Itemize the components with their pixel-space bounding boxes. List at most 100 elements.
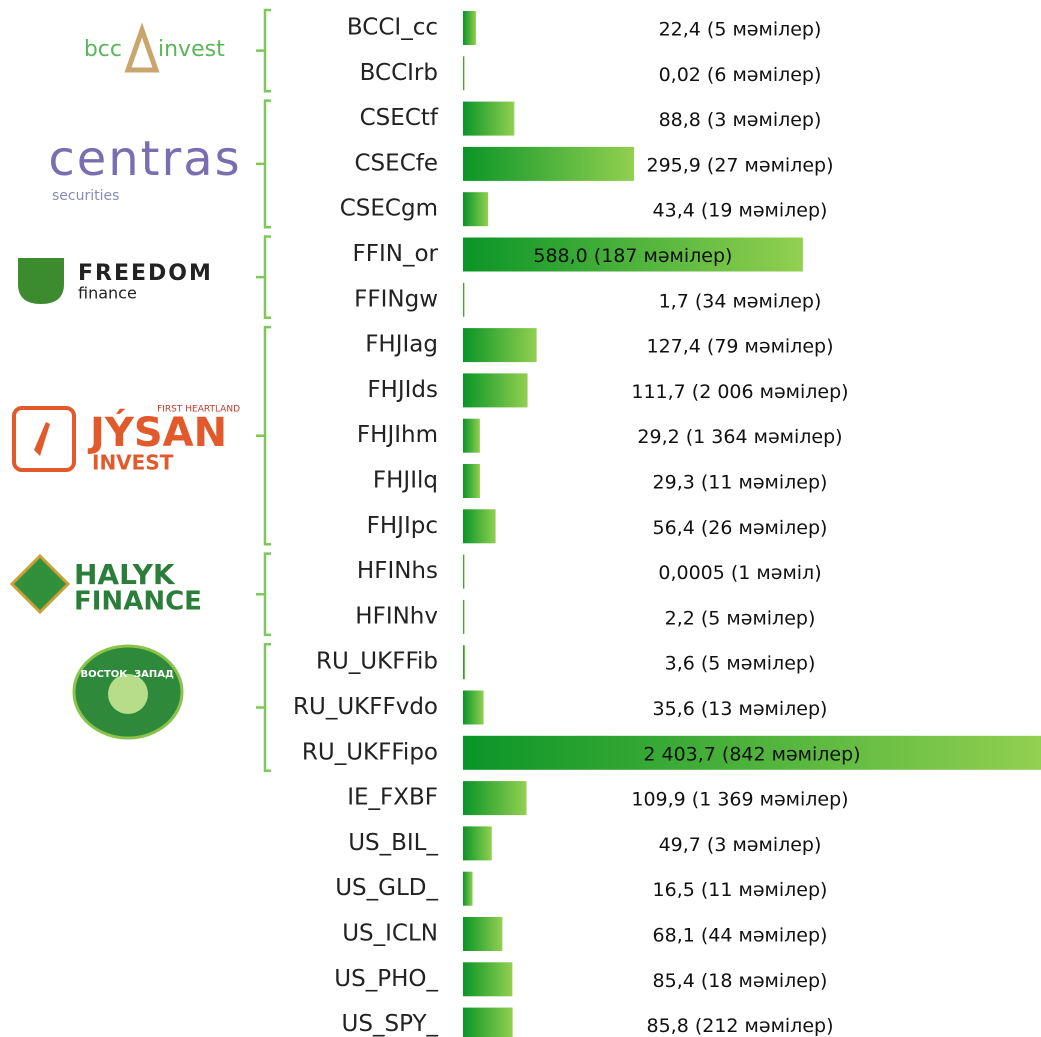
category-label: US_ICLN — [342, 921, 438, 947]
value-label: 111,7 (2 006 мәмілер) — [631, 381, 848, 403]
bar — [463, 101, 515, 136]
logo-text: ЗАПАД — [134, 669, 174, 680]
category-label: CSECfe — [355, 150, 439, 176]
bar — [463, 464, 480, 498]
logo-halyk: HALYK FINANCE — [9, 553, 202, 617]
bar — [463, 826, 492, 861]
logo-bcc: bcc invest — [84, 22, 225, 73]
bar — [463, 690, 484, 725]
category-label: RU_UKFFipo — [302, 739, 438, 765]
bar — [463, 871, 473, 906]
bar — [463, 554, 465, 589]
bar — [463, 11, 476, 45]
value-label: 29,3 (11 мәмілер) — [653, 472, 828, 494]
value-label: 588,0 (187 мәмілер) — [533, 245, 732, 267]
value-label: 2,2 (5 мәмілер) — [665, 607, 816, 629]
bar — [463, 418, 480, 453]
group-bracket — [256, 235, 271, 320]
category-label: HFINhs — [357, 558, 438, 584]
logo-vostok: ВОСТОК ЗАПАД — [72, 644, 184, 740]
bar — [463, 645, 466, 680]
category-label: US_PHO_ — [334, 966, 438, 992]
value-label: 49,7 (3 мәмілер) — [659, 834, 822, 856]
category-label: US_BIL_ — [348, 830, 438, 856]
group-bracket — [256, 552, 271, 637]
logo-shape — [124, 22, 160, 73]
logo-text: invest — [158, 37, 225, 62]
category-label: FHJIag — [365, 332, 438, 358]
logo-text: ВОСТОК — [81, 669, 129, 680]
category-label: IE_FXBF — [347, 785, 438, 811]
bar — [463, 282, 465, 317]
value-label: 56,4 (26 мәмілер) — [653, 517, 828, 539]
logo-shape — [18, 258, 64, 304]
bar — [463, 509, 496, 544]
category-label: BCCIrb — [360, 60, 438, 86]
logo-shape — [108, 674, 148, 714]
value-label: 1,7 (34 мәмілер) — [659, 290, 822, 312]
logo-text: finance — [78, 284, 137, 303]
bar — [463, 56, 465, 91]
bar — [463, 781, 527, 816]
logo-text: FREEDOM — [78, 261, 213, 286]
category-label: US_GLD_ — [335, 875, 438, 901]
category-label: HFINhv — [355, 603, 438, 629]
logo-text: centras — [48, 131, 241, 187]
bar — [463, 917, 503, 951]
category-label: FHJIlq — [373, 468, 438, 494]
value-label: 68,1 (44 мәмілер) — [653, 925, 828, 947]
bar — [463, 373, 528, 408]
logo-shape — [12, 406, 76, 472]
value-label: 85,8 (212 мәмілер) — [646, 1015, 833, 1037]
category-label: BCCI_cc — [347, 15, 438, 41]
value-label: 88,8 (3 мәмілер) — [659, 109, 822, 131]
category-label: CSECtf — [360, 105, 439, 131]
bar — [463, 237, 803, 272]
category-label: FFINgw — [354, 286, 438, 312]
category-label: RU_UKFFvdo — [293, 694, 438, 720]
logo-text: FIRST HEARTLAND — [157, 405, 240, 415]
value-label: 29,2 (1 364 мәмілер) — [637, 426, 842, 448]
category-label: FHJIds — [367, 377, 438, 403]
value-label: 295,9 (27 мәмілер) — [646, 154, 833, 176]
value-label: 35,6 (13 мәмілер) — [653, 698, 828, 720]
logo-text: bcc — [84, 37, 122, 62]
value-label: 85,4 (18 мәмілер) — [653, 970, 828, 992]
value-label: 109,9 (1 369 мәмілер) — [631, 789, 848, 811]
value-label: 3,6 (5 мәмілер) — [665, 653, 816, 675]
bar — [463, 599, 465, 634]
category-label: FHJIpc — [367, 513, 438, 539]
value-label: 16,5 (11 мәмілер) — [653, 879, 828, 901]
logo-text: JÝSAN — [87, 407, 227, 456]
bar — [463, 1007, 513, 1037]
category-label: FFIN_or — [353, 241, 439, 267]
category-label: FHJIhm — [357, 422, 438, 448]
logo-freedom: FREEDOM finance — [18, 258, 213, 304]
category-label: CSECgm — [340, 196, 438, 222]
group-bracket — [256, 325, 271, 546]
logo-text: HALYK — [74, 558, 176, 591]
category-label: RU_UKFFib — [316, 649, 438, 675]
logo-centras: centras securities — [48, 131, 241, 204]
bar — [463, 192, 489, 227]
category-label: US_SPY_ — [342, 1011, 439, 1037]
group-bracket — [256, 8, 271, 93]
logo-shape — [9, 553, 71, 615]
value-label: 2 403,7 (842 мәмілер) — [643, 743, 860, 765]
bar — [463, 735, 1041, 770]
value-label: 43,4 (19 мәмілер) — [653, 200, 828, 222]
value-label: 0,0005 (1 мәміл) — [658, 562, 821, 584]
logo-text: INVEST — [92, 451, 174, 475]
value-label: 22,4 (5 мәмілер) — [659, 19, 822, 41]
value-label: 0,02 (6 мәмілер) — [659, 64, 822, 86]
bar — [463, 962, 513, 997]
group-bracket — [256, 99, 271, 229]
logo-text: securities — [52, 188, 119, 204]
logo-jysan: FIRST HEARTLAND JÝSAN INVEST — [12, 405, 240, 475]
bar — [463, 328, 537, 363]
bar — [463, 146, 635, 181]
value-label: 127,4 (79 мәмілер) — [646, 336, 833, 358]
logo-shape — [34, 422, 50, 456]
logos: bcc invest centras securities FREEDOM fi… — [9, 22, 241, 740]
